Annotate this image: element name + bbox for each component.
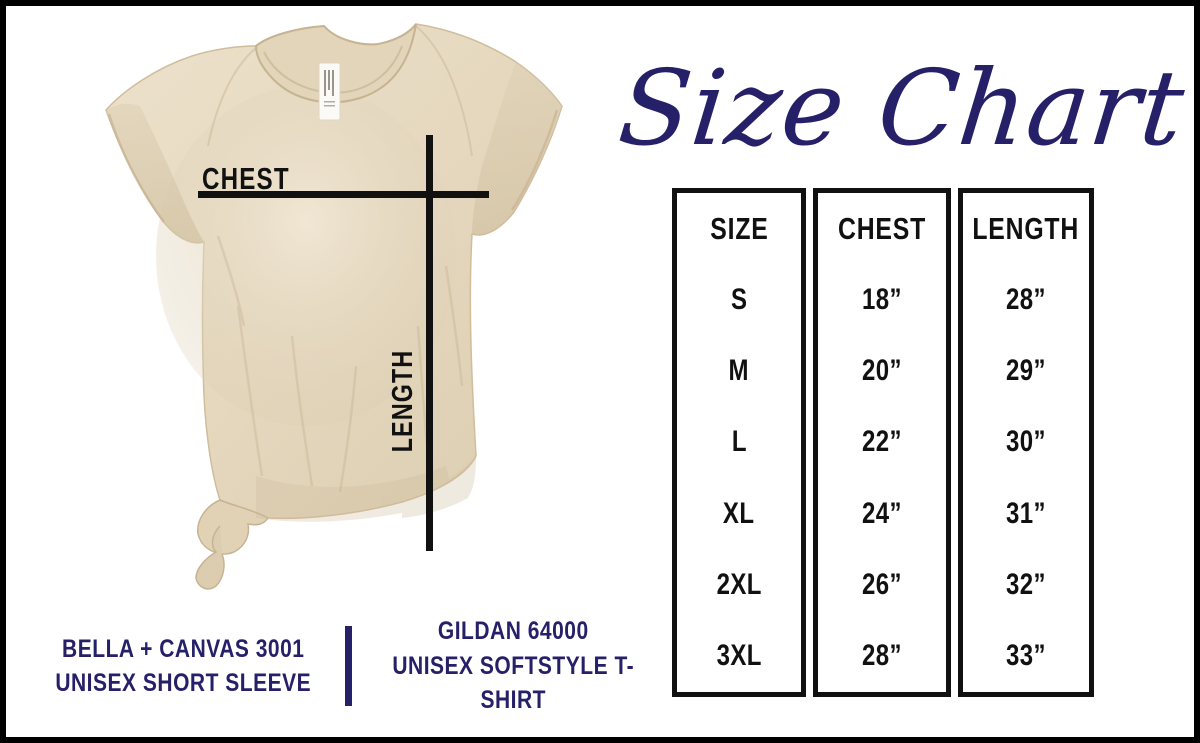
shirt-left-sleeve-seam: [107, 113, 165, 223]
footer-bella-canvas: BELLA + CANVAS 3001 UNISEX SHORT SLEEVE: [28, 632, 339, 701]
cell-length-xl: 31”: [1006, 496, 1046, 530]
shirt-knot-tail: [195, 525, 225, 590]
shirt-collar-inner: [263, 45, 403, 94]
cell-size-xl: XL: [723, 496, 755, 530]
shirt-left-sleeve-roll: [106, 103, 204, 244]
table-row: 28”: [963, 264, 1089, 335]
table-row: 22”: [818, 407, 946, 478]
length-measurement-line: [426, 135, 433, 551]
cell-size-3xl: 3XL: [716, 639, 762, 673]
tshirt-illustration: [105, 23, 563, 590]
table-row: XL: [677, 478, 801, 549]
table-column-size: SIZE S M L XL 2XL 3XL: [672, 188, 806, 697]
table-row: 31”: [963, 478, 1089, 549]
length-measurement-label: LENGTH: [387, 349, 419, 453]
table-row: 18”: [818, 264, 946, 335]
neck-tag-text: [324, 70, 335, 107]
table-header-chest: CHEST: [818, 193, 946, 264]
shirt-shadows: [256, 456, 476, 522]
chest-measurement-line: [198, 191, 489, 198]
footer-divider: [344, 626, 352, 706]
table-row: 30”: [963, 407, 1089, 478]
size-chart-table: SIZE S M L XL 2XL 3XL: [672, 188, 1094, 697]
table-row: 2XL: [677, 549, 801, 620]
table-header-chest-text: CHEST: [837, 211, 927, 247]
tshirt-product-photo: CHEST LENGTH: [6, 6, 656, 616]
table-row: 32”: [963, 549, 1089, 620]
table-row: 24”: [818, 478, 946, 549]
table-row: 33”: [963, 621, 1089, 692]
table-row: S: [677, 264, 801, 335]
footer-gildan: GILDAN 64000 UNISEX SOFTSTYLE T-SHIRT: [358, 614, 669, 718]
shirt-right-sleeve-seam: [510, 109, 559, 211]
cell-size-l: L: [731, 425, 747, 459]
table-row: 26”: [818, 549, 946, 620]
table-row: 29”: [963, 336, 1089, 407]
shirt-right-shoulder-seam: [415, 25, 473, 157]
chest-measurement-label: CHEST: [202, 161, 290, 196]
cell-chest-xl: 24”: [862, 496, 902, 530]
shirt-highlight: [156, 86, 456, 426]
cell-length-2xl: 32”: [1006, 568, 1046, 602]
cell-length-m: 29”: [1006, 354, 1046, 388]
image-frame: CHEST LENGTH Size Chart SIZE S M L: [6, 6, 1194, 737]
table-row: L: [677, 407, 801, 478]
cell-size-m: M: [728, 354, 750, 388]
footer-gildan-line2: UNISEX SOFTSTYLE T-SHIRT: [391, 651, 634, 715]
page-title-text: Size Chart: [613, 47, 1191, 169]
table-header-length: LENGTH: [963, 193, 1089, 264]
shirt-right-sleeve-roll: [472, 62, 562, 236]
cell-size-2xl: 2XL: [716, 568, 762, 602]
shirt-folds: [216, 235, 464, 493]
cell-chest-3xl: 28”: [862, 639, 902, 673]
footer-bella-canvas-line1: BELLA + CANVAS 3001: [62, 634, 305, 663]
cell-chest-m: 20”: [862, 354, 902, 388]
table-header-size-text: SIZE: [709, 211, 769, 247]
shirt-left-shoulder-seam: [207, 47, 257, 147]
table-header-size: SIZE: [677, 193, 801, 264]
cell-chest-2xl: 26”: [862, 568, 902, 602]
cell-length-l: 30”: [1006, 425, 1046, 459]
footer-gildan-line1: GILDAN 64000: [437, 617, 589, 646]
table-row: 20”: [818, 336, 946, 407]
cell-chest-l: 22”: [862, 425, 902, 459]
cell-length-3xl: 33”: [1006, 639, 1046, 673]
cell-size-s: S: [730, 282, 748, 316]
table-column-length: LENGTH 28” 29” 30” 31” 32” 33”: [958, 188, 1094, 697]
table-header-length-text: LENGTH: [972, 211, 1080, 247]
table-row: 28”: [818, 621, 946, 692]
cell-length-s: 28”: [1006, 282, 1046, 316]
footer-product-info: BELLA + CANVAS 3001 UNISEX SHORT SLEEVE …: [28, 617, 668, 714]
table-column-chest: CHEST 18” 20” 22” 24” 26” 28”: [813, 188, 951, 697]
table-row: 3XL: [677, 621, 801, 692]
page-title: Size Chart: [614, 28, 1191, 188]
table-row: M: [677, 336, 801, 407]
cell-chest-s: 18”: [862, 282, 902, 316]
footer-bella-canvas-line2: UNISEX SHORT SLEEVE: [55, 669, 312, 697]
